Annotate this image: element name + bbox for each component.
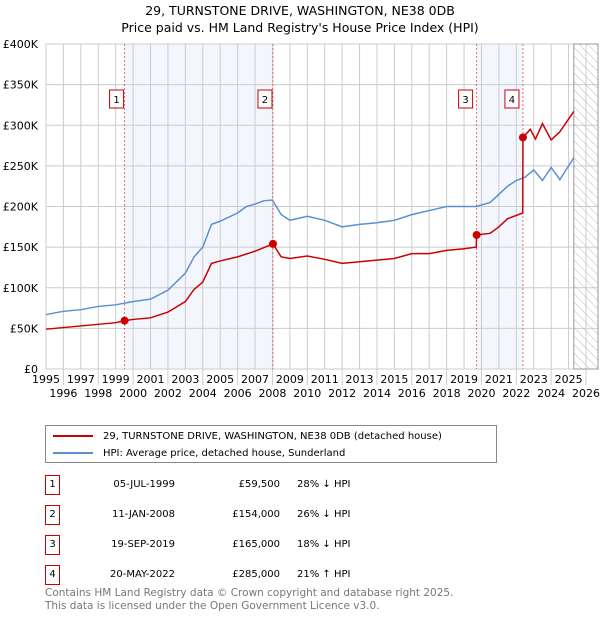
x-tick-label: 1997 — [67, 373, 95, 386]
sale-price: £59,500 — [238, 479, 280, 490]
x-tick-label: 2022 — [502, 387, 530, 400]
y-tick-label: £150K — [3, 241, 39, 254]
sale-label-box — [109, 89, 125, 109]
sale-date: 20-MAY-2022 — [109, 569, 175, 580]
hpi-line — [45, 157, 575, 316]
x-tick-label: 2009 — [276, 373, 304, 386]
x-tick-label: 2013 — [346, 373, 374, 386]
sale-row: 2 11-JAN-2008 £154,000 26% ↓ HPI — [45, 505, 545, 525]
sale-label-box — [257, 89, 273, 109]
x-tick-label: 2008 — [258, 387, 286, 400]
y-tick-label: £400K — [3, 38, 39, 51]
sale-date: 11-JAN-2008 — [111, 509, 175, 520]
sale-row: 3 19-SEP-2019 £165,000 18% ↓ HPI — [45, 535, 545, 555]
x-tick-label: 2003 — [171, 373, 199, 386]
sale-price: £165,000 — [232, 539, 280, 550]
property-price-line — [45, 111, 575, 330]
price-chart: 1995199619971998199920002001200220032004… — [3, 38, 600, 400]
x-tick-label: 2016 — [398, 387, 426, 400]
x-tick-label: 2023 — [520, 373, 548, 386]
x-tick-label: 2021 — [485, 373, 513, 386]
x-tick-label: 1995 — [32, 373, 60, 386]
legend-swatch-red — [53, 435, 93, 437]
sale-row: 4 20-MAY-2022 £285,000 21% ↑ HPI — [45, 565, 545, 585]
legend-swatch-blue — [53, 452, 93, 454]
legend-item-property: 29, TURNSTONE DRIVE, WASHINGTON, NE38 0D… — [46, 428, 442, 444]
footer: Contains HM Land Registry data © Crown c… — [45, 587, 453, 613]
x-tick-label: 2025 — [555, 373, 583, 386]
y-tick-label: £50K — [10, 322, 39, 335]
x-tick-label: 1996 — [49, 387, 77, 400]
x-tick-label: 2018 — [433, 387, 461, 400]
sale-date: 19-SEP-2019 — [111, 539, 175, 550]
sale-number-badge: 2 — [45, 505, 60, 525]
x-tick-label: 2002 — [154, 387, 182, 400]
sale-label: 3 — [462, 95, 468, 106]
x-tick-label: 2014 — [363, 387, 391, 400]
legend-label: 29, TURNSTONE DRIVE, WASHINGTON, NE38 0D… — [103, 430, 442, 442]
sale-label: 2 — [262, 95, 268, 106]
forecast-hatch — [573, 43, 599, 370]
sale-label-box — [458, 89, 474, 109]
sale-date: 05-JUL-1999 — [113, 479, 175, 490]
x-tick-label: 2026 — [572, 387, 600, 400]
sale-point — [120, 316, 129, 325]
x-tick-label: 2006 — [224, 387, 252, 400]
y-tick-label: £250K — [3, 160, 39, 173]
sale-hpi-diff: 26% ↓ HPI — [297, 509, 351, 520]
x-tick-label: 2007 — [241, 373, 269, 386]
footer-copyright: Contains HM Land Registry data © Crown c… — [45, 587, 454, 599]
sale-number-badge: 3 — [45, 535, 60, 555]
y-tick-label: £0 — [24, 363, 38, 376]
chart-title: 29, TURNSTONE DRIVE, WASHINGTON, NE38 0D… — [145, 3, 455, 18]
x-tick-label: 2004 — [189, 387, 217, 400]
x-tick-label: 2005 — [206, 373, 234, 386]
sale-number-badge: 4 — [45, 565, 60, 585]
x-tick-label: 2015 — [380, 373, 408, 386]
legend: 29, TURNSTONE DRIVE, WASHINGTON, NE38 0D… — [45, 425, 497, 463]
x-tick-label: 2001 — [137, 373, 165, 386]
sale-point — [268, 239, 277, 248]
x-tick-label: 2012 — [328, 387, 356, 400]
x-tick-label: 2020 — [467, 387, 495, 400]
legend-label: HPI: Average price, detached house, Sund… — [103, 447, 346, 459]
x-tick-label: 2010 — [293, 387, 321, 400]
sale-label: 1 — [113, 95, 119, 106]
x-tick-label: 1999 — [102, 373, 130, 386]
sale-label: 4 — [509, 95, 515, 106]
y-tick-label: £100K — [3, 282, 39, 295]
x-tick-label: 2017 — [415, 373, 443, 386]
legend-item-hpi: HPI: Average price, detached house, Sund… — [46, 445, 345, 461]
sale-number-badge: 1 — [45, 475, 60, 495]
sale-point — [518, 133, 527, 142]
sale-hpi-diff: 21% ↑ HPI — [297, 569, 351, 580]
chart-subtitle: Price paid vs. HM Land Registry's House … — [121, 20, 479, 35]
x-tick-label: 2000 — [119, 387, 147, 400]
x-tick-label: 2019 — [450, 373, 478, 386]
sale-price: £154,000 — [232, 509, 280, 520]
sale-point — [472, 230, 481, 239]
x-tick-label: 2024 — [537, 387, 565, 400]
sale-hpi-diff: 18% ↓ HPI — [297, 539, 351, 550]
x-tick-label: 2011 — [311, 373, 339, 386]
sale-hpi-diff: 28% ↓ HPI — [297, 479, 351, 490]
sale-label-box — [504, 89, 520, 109]
sale-row: 1 05-JUL-1999 £59,500 28% ↓ HPI — [45, 475, 545, 495]
sale-price: £285,000 — [232, 569, 280, 580]
y-tick-label: £200K — [3, 201, 39, 214]
y-tick-label: £300K — [3, 119, 39, 132]
y-tick-label: £350K — [3, 79, 39, 92]
footer-licence: This data is licensed under the Open Gov… — [45, 600, 380, 612]
x-tick-label: 1998 — [84, 387, 112, 400]
